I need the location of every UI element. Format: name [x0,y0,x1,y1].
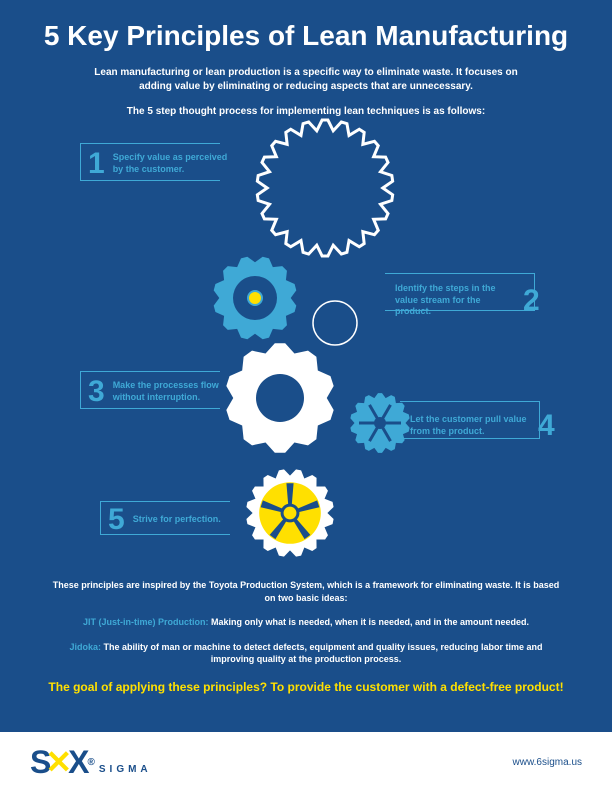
gear-diagram: 1 Specify value as perceived by the custo… [0,123,612,573]
gear-icon [236,459,344,567]
gear-icon [215,333,345,463]
principle-5: 5 Strive for perfection. [108,505,221,535]
principle-text: Let the customer pull value from the pro… [410,414,530,437]
principle-4: Let the customer pull value from the pro… [410,411,555,441]
footer-intro: These principles are inspired by the Toy… [0,573,612,610]
principle-3: 3 Make the processes flow without interru… [88,377,233,407]
six-sigma-logo: S✕X® SIGMA [30,743,152,781]
principle-text: Make the processes flow without interrup… [113,380,233,403]
footer-bar: S✕X® SIGMA www.6sigma.us [0,732,612,792]
gear-icon [247,110,403,266]
intro-text: Lean manufacturing or lean production is… [0,62,612,98]
jidoka-label: Jidoka: [69,642,101,652]
jit-text: Making only what is needed, when it is n… [208,617,529,627]
principle-text: Specify value as perceived by the custom… [113,152,233,175]
principle-2: Identify the steps in the value stream f… [395,283,540,318]
principle-number: 5 [108,505,125,535]
jidoka-line: Jidoka: The ability of man or machine to… [0,635,612,672]
jidoka-text: The ability of man or machine to detect … [101,642,543,665]
principle-number: 3 [88,377,105,407]
jit-label: JIT (Just-in-time) Production: [83,617,209,627]
principle-text: Identify the steps in the value stream f… [395,283,515,318]
principle-number: 1 [88,149,105,179]
goal-text: The goal of applying these principles? T… [0,672,612,702]
principle-number: 4 [538,411,555,441]
jit-line: JIT (Just-in-time) Production: Making on… [0,610,612,635]
principle-1: 1 Specify value as perceived by the custo… [88,149,233,179]
page-title: 5 Key Principles of Lean Manufacturing [0,0,612,62]
principle-text: Strive for perfection. [133,514,221,526]
footer-url: www.6sigma.us [513,757,582,768]
principle-number: 2 [523,286,540,316]
